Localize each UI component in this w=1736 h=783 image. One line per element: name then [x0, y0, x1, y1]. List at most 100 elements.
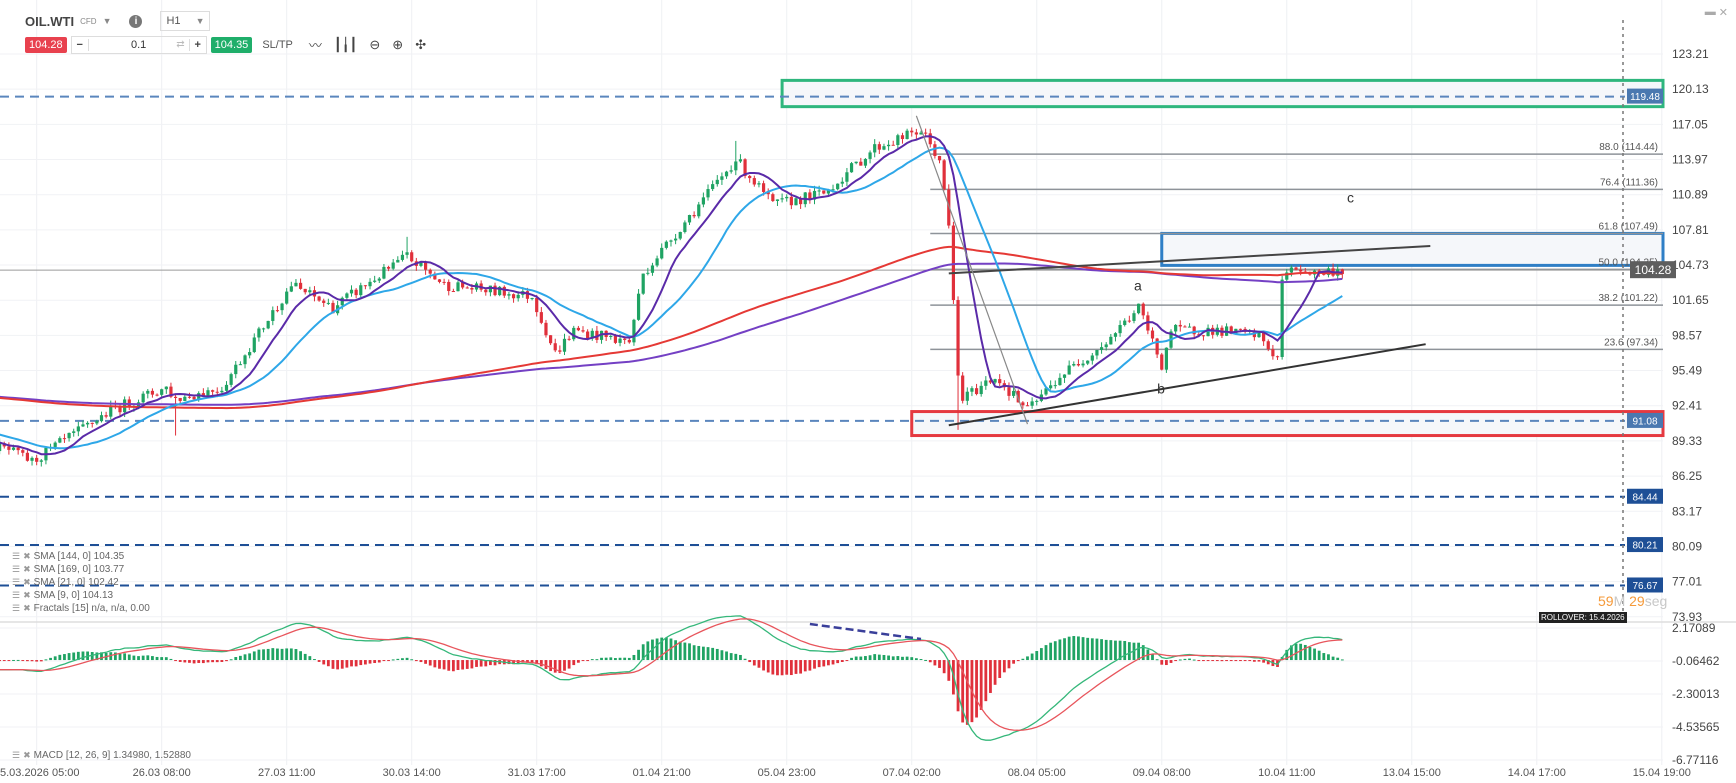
- candle-body[interactable]: [280, 303, 284, 311]
- candle-body[interactable]: [544, 322, 548, 336]
- candle-body[interactable]: [655, 258, 659, 266]
- legend-sma169[interactable]: ☰ ✖ SMA [169, 0] 103.77: [12, 564, 124, 575]
- candle-body[interactable]: [1206, 327, 1210, 337]
- zoom-in-icon[interactable]: ⊕: [392, 36, 404, 52]
- candle-body[interactable]: [775, 199, 780, 202]
- candle-body[interactable]: [340, 297, 344, 306]
- candle-body[interactable]: [720, 176, 724, 180]
- candle-body[interactable]: [771, 194, 775, 202]
- candle-body[interactable]: [373, 280, 377, 282]
- candle-body[interactable]: [331, 302, 335, 314]
- candle-body[interactable]: [99, 415, 104, 422]
- candle-body[interactable]: [275, 310, 280, 312]
- candle-body[interactable]: [1137, 303, 1141, 314]
- candle-body[interactable]: [1109, 336, 1113, 345]
- close-icon[interactable]: ✕: [1718, 7, 1728, 19]
- candle-body[interactable]: [303, 288, 307, 293]
- macd-signal-line[interactable]: [0, 618, 1343, 731]
- candle-body[interactable]: [928, 133, 932, 145]
- candle-body[interactable]: [961, 375, 965, 401]
- candle-body[interactable]: [567, 338, 571, 340]
- candle-body[interactable]: [456, 282, 460, 292]
- candle-body[interactable]: [1178, 324, 1182, 327]
- candle-body[interactable]: [812, 190, 817, 200]
- candle-body[interactable]: [150, 390, 155, 395]
- candle-body[interactable]: [1058, 377, 1062, 386]
- candle-body[interactable]: [780, 198, 784, 200]
- candle-body[interactable]: [1299, 269, 1303, 272]
- buy-button[interactable]: 104.35: [210, 36, 253, 53]
- candle-body[interactable]: [738, 159, 743, 162]
- sltp-button[interactable]: SL/TP: [262, 38, 293, 51]
- candle-body[interactable]: [595, 330, 599, 340]
- candle-body[interactable]: [933, 144, 937, 157]
- candle-body[interactable]: [785, 196, 789, 199]
- candle-body[interactable]: [169, 386, 173, 397]
- candle-body[interactable]: [271, 310, 275, 321]
- candle-body[interactable]: [81, 424, 85, 427]
- candle-body[interactable]: [1127, 320, 1131, 322]
- candle-body[interactable]: [636, 293, 641, 320]
- candle-body[interactable]: [1012, 390, 1016, 396]
- candle-body[interactable]: [664, 241, 668, 248]
- candle-body[interactable]: [1271, 349, 1275, 357]
- candle-body[interactable]: [192, 396, 196, 400]
- candle-body[interactable]: [1294, 267, 1298, 270]
- candle-body[interactable]: [294, 282, 298, 287]
- candle-body[interactable]: [877, 144, 881, 150]
- candle-body[interactable]: [831, 189, 835, 191]
- candle-body[interactable]: [1238, 328, 1243, 330]
- candle-body[interactable]: [641, 273, 645, 294]
- candle-body[interactable]: [248, 352, 252, 356]
- candle-body[interactable]: [581, 330, 585, 332]
- candle-body[interactable]: [697, 204, 701, 217]
- candle-body[interactable]: [285, 291, 289, 304]
- candle-body[interactable]: [1123, 320, 1127, 326]
- candle-body[interactable]: [62, 438, 67, 440]
- candle-body[interactable]: [914, 132, 918, 135]
- candle-body[interactable]: [224, 384, 229, 391]
- candle-body[interactable]: [104, 415, 108, 417]
- candle-body[interactable]: [7, 446, 11, 450]
- candle-body[interactable]: [1155, 338, 1159, 355]
- minimize-icon[interactable]: ▬: [1704, 6, 1716, 18]
- candle-body[interactable]: [238, 364, 242, 366]
- candle-body[interactable]: [345, 293, 349, 298]
- candle-body[interactable]: [1280, 279, 1284, 357]
- candle-body[interactable]: [1187, 326, 1192, 328]
- candle-body[interactable]: [400, 254, 405, 260]
- candle-body[interactable]: [322, 300, 326, 303]
- candle-body[interactable]: [433, 273, 437, 280]
- candle-body[interactable]: [1062, 374, 1067, 378]
- candle-body[interactable]: [498, 286, 502, 296]
- macd-line[interactable]: [0, 615, 1343, 741]
- candle-body[interactable]: [173, 396, 178, 398]
- candle-body[interactable]: [535, 298, 539, 313]
- candle-body[interactable]: [553, 343, 557, 351]
- legend-fractals[interactable]: ☰ ✖ Fractals [15] n/a, n/a, 0.00: [12, 603, 150, 614]
- candle-body[interactable]: [164, 386, 168, 390]
- candle-body[interactable]: [442, 281, 446, 283]
- candle-body[interactable]: [1285, 272, 1289, 280]
- candle-body[interactable]: [109, 405, 113, 417]
- candle-body[interactable]: [701, 197, 705, 205]
- candle-body[interactable]: [572, 327, 576, 340]
- candle-body[interactable]: [734, 161, 738, 171]
- candle-body[interactable]: [692, 215, 696, 217]
- candle-body[interactable]: [1113, 333, 1118, 337]
- candle-body[interactable]: [919, 132, 923, 135]
- candle-body[interactable]: [1025, 405, 1030, 407]
- candle-body[interactable]: [539, 312, 543, 323]
- candle-body[interactable]: [525, 291, 530, 299]
- candle-body[interactable]: [1053, 385, 1057, 387]
- candle-body[interactable]: [1150, 330, 1155, 339]
- candle-body[interactable]: [979, 385, 983, 395]
- candle-body[interactable]: [405, 252, 409, 255]
- candle-body[interactable]: [868, 152, 872, 159]
- remove-icon[interactable]: ✖: [23, 564, 31, 574]
- candle-body[interactable]: [660, 247, 664, 259]
- candle-body[interactable]: [549, 335, 553, 344]
- increase-volume-button[interactable]: +: [194, 38, 201, 51]
- candle-body[interactable]: [86, 422, 90, 425]
